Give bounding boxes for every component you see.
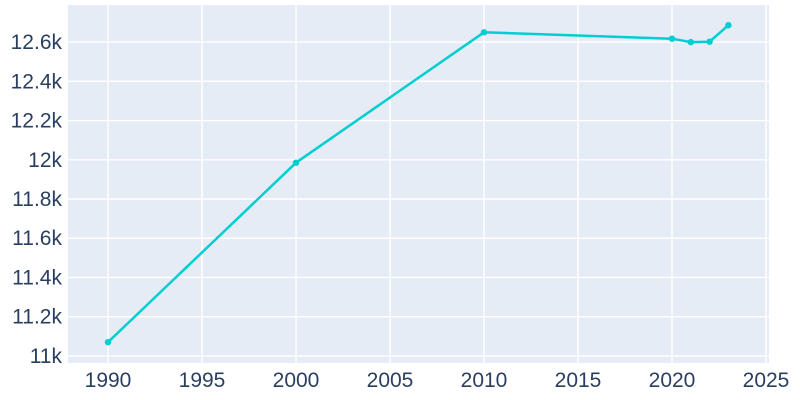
x-tick-label: 1990 [85,369,132,392]
y-tick-label: 12.2k [11,110,63,133]
data-point-marker[interactable] [480,29,488,36]
y-tick-label: 12.6k [11,31,63,54]
y-tick-label: 12.4k [11,70,63,93]
data-point-marker[interactable] [687,38,694,46]
x-tick-label: 2005 [367,369,414,392]
x-tick-label: 2000 [273,369,320,392]
y-tick-label: 11k [30,345,63,368]
x-tick-label: 1995 [179,369,226,392]
plot-area[interactable] [68,5,769,363]
y-tick-label: 11.8k [12,188,62,211]
x-tick-label: 2010 [461,369,508,392]
x-tick-label: 2025 [743,369,790,392]
data-point-marker[interactable] [706,38,713,45]
y-tick-label: 11.2k [12,306,62,329]
x-tick-label: 2015 [555,369,602,392]
y-tick-label: 11.6k [12,227,62,250]
data-point-marker[interactable] [725,22,732,29]
data-point-marker[interactable] [292,159,300,166]
x-tick-label: 2020 [649,369,696,392]
y-tick-label: 12k [28,149,62,172]
data-point-marker[interactable] [668,35,676,42]
data-point-marker[interactable] [104,339,112,346]
y-tick-label: 11.4k [12,267,62,290]
